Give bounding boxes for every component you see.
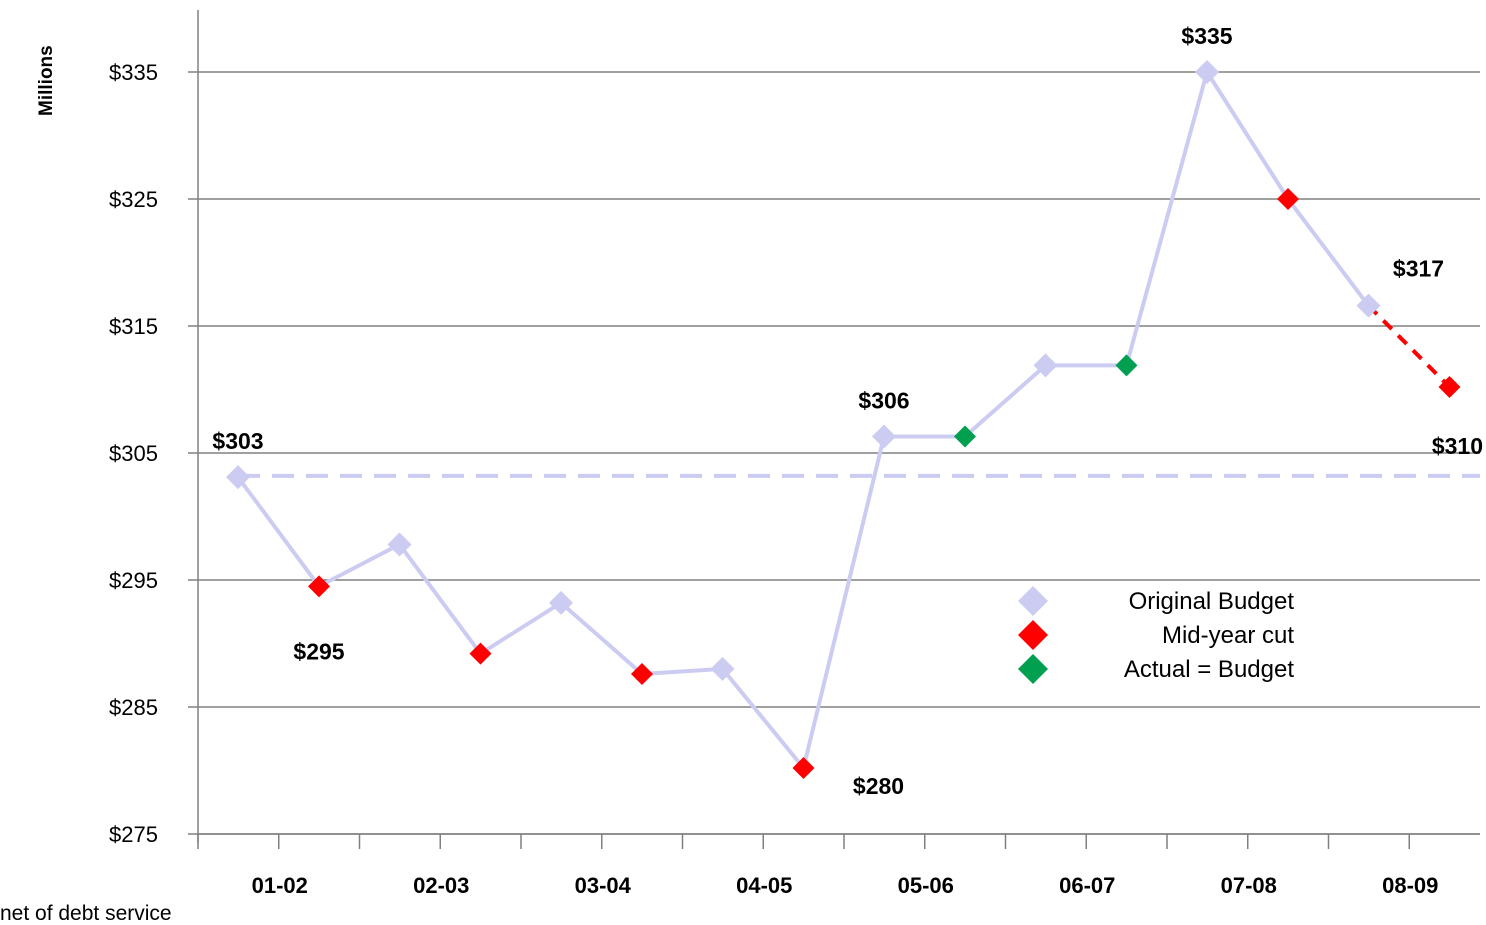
x-category-label: 03-04	[575, 873, 632, 898]
legend-marker-original	[1018, 586, 1048, 616]
y-axis-title: Millions	[36, 45, 57, 116]
midyear-marker	[308, 575, 330, 598]
original-marker	[872, 424, 896, 449]
original-marker	[549, 590, 573, 615]
projection-segment	[1367, 304, 1451, 389]
data-label: $280	[853, 773, 904, 799]
legend-label: Actual = Budget	[1124, 656, 1294, 683]
x-category-label: 02-03	[413, 873, 469, 898]
y-tick-label: $295	[109, 568, 158, 593]
data-markers	[226, 60, 1461, 779]
midyear-marker	[1277, 188, 1299, 210]
y-tick-label: $285	[109, 695, 158, 720]
x-category-label: 05-06	[898, 873, 954, 898]
midyear-marker	[792, 756, 815, 779]
y-tick-labels: $275 $285 $295 $305 $315 $325 $335	[109, 60, 158, 847]
axes	[188, 10, 1480, 849]
actual-marker	[954, 425, 976, 448]
x-category-label: 04-05	[736, 873, 792, 898]
original-marker	[226, 465, 250, 490]
original-marker	[710, 656, 735, 681]
y-tick-label: $335	[109, 60, 158, 85]
x-category-label: 06-07	[1059, 873, 1115, 898]
data-label: $295	[293, 638, 344, 664]
footnote: net of debt service	[0, 902, 172, 925]
legend-label: Original Budget	[1129, 588, 1295, 615]
legend-marker-midyear	[1018, 620, 1048, 650]
x-category-labels: 01-02 02-03 03-04 04-05 05-06 06-07 07-08 08-09	[252, 873, 1439, 898]
data-label: $335	[1181, 23, 1232, 49]
y-tick-label: $315	[109, 314, 158, 339]
y-tick-label: $275	[109, 822, 158, 847]
midyear-marker	[631, 662, 653, 685]
midyear-marker	[1438, 375, 1461, 398]
original-marker	[387, 532, 412, 557]
data-label: $306	[858, 387, 909, 413]
legend-marker-actual	[1018, 654, 1048, 684]
x-category-label: 07-08	[1221, 873, 1277, 898]
x-category-label: 01-02	[252, 873, 308, 898]
actual-marker	[1115, 354, 1138, 377]
data-labels: $303 $295 $280 $306 $335 $317 $310	[212, 23, 1483, 799]
gridlines	[198, 71, 1480, 835]
original-marker	[1195, 60, 1219, 84]
original-marker	[1033, 353, 1058, 378]
original-marker	[1356, 293, 1381, 318]
data-label: $303	[212, 428, 263, 454]
data-label: $317	[1393, 256, 1444, 282]
y-tick-label: $325	[109, 187, 158, 212]
midyear-marker	[469, 642, 492, 665]
x-category-label: 08-09	[1382, 873, 1438, 898]
y-tick-label: $305	[109, 441, 158, 466]
data-label: $310	[1432, 433, 1483, 459]
legend: Original Budget Mid-year cut Actual = Budg…	[1018, 586, 1294, 684]
legend-label: Mid-year cut	[1162, 622, 1294, 649]
